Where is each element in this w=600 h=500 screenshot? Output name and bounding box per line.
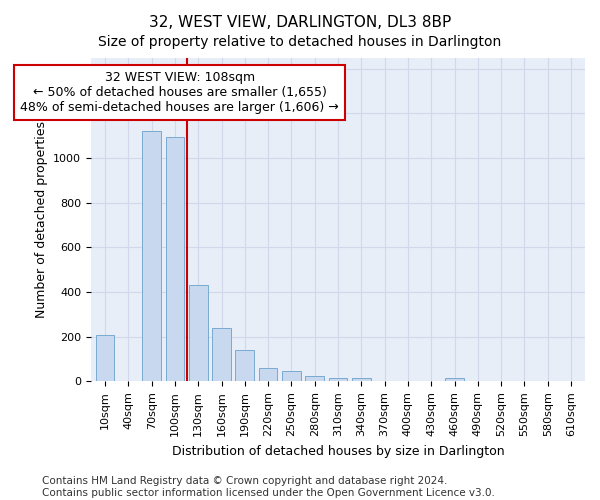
Text: 32, WEST VIEW, DARLINGTON, DL3 8BP: 32, WEST VIEW, DARLINGTON, DL3 8BP <box>149 15 451 30</box>
Bar <box>282 372 301 382</box>
Text: Size of property relative to detached houses in Darlington: Size of property relative to detached ho… <box>98 35 502 49</box>
Bar <box>212 328 231 382</box>
Bar <box>352 378 371 382</box>
Bar <box>166 137 184 382</box>
Bar <box>142 131 161 382</box>
Text: Contains HM Land Registry data © Crown copyright and database right 2024.
Contai: Contains HM Land Registry data © Crown c… <box>42 476 495 498</box>
Bar <box>305 376 324 382</box>
Y-axis label: Number of detached properties: Number of detached properties <box>35 121 47 318</box>
Bar <box>95 334 115 382</box>
Bar <box>235 350 254 382</box>
X-axis label: Distribution of detached houses by size in Darlington: Distribution of detached houses by size … <box>172 444 505 458</box>
Bar <box>189 286 208 382</box>
Bar <box>259 368 277 382</box>
Text: 32 WEST VIEW: 108sqm
← 50% of detached houses are smaller (1,655)
48% of semi-de: 32 WEST VIEW: 108sqm ← 50% of detached h… <box>20 71 339 114</box>
Bar <box>329 378 347 382</box>
Bar <box>445 378 464 382</box>
